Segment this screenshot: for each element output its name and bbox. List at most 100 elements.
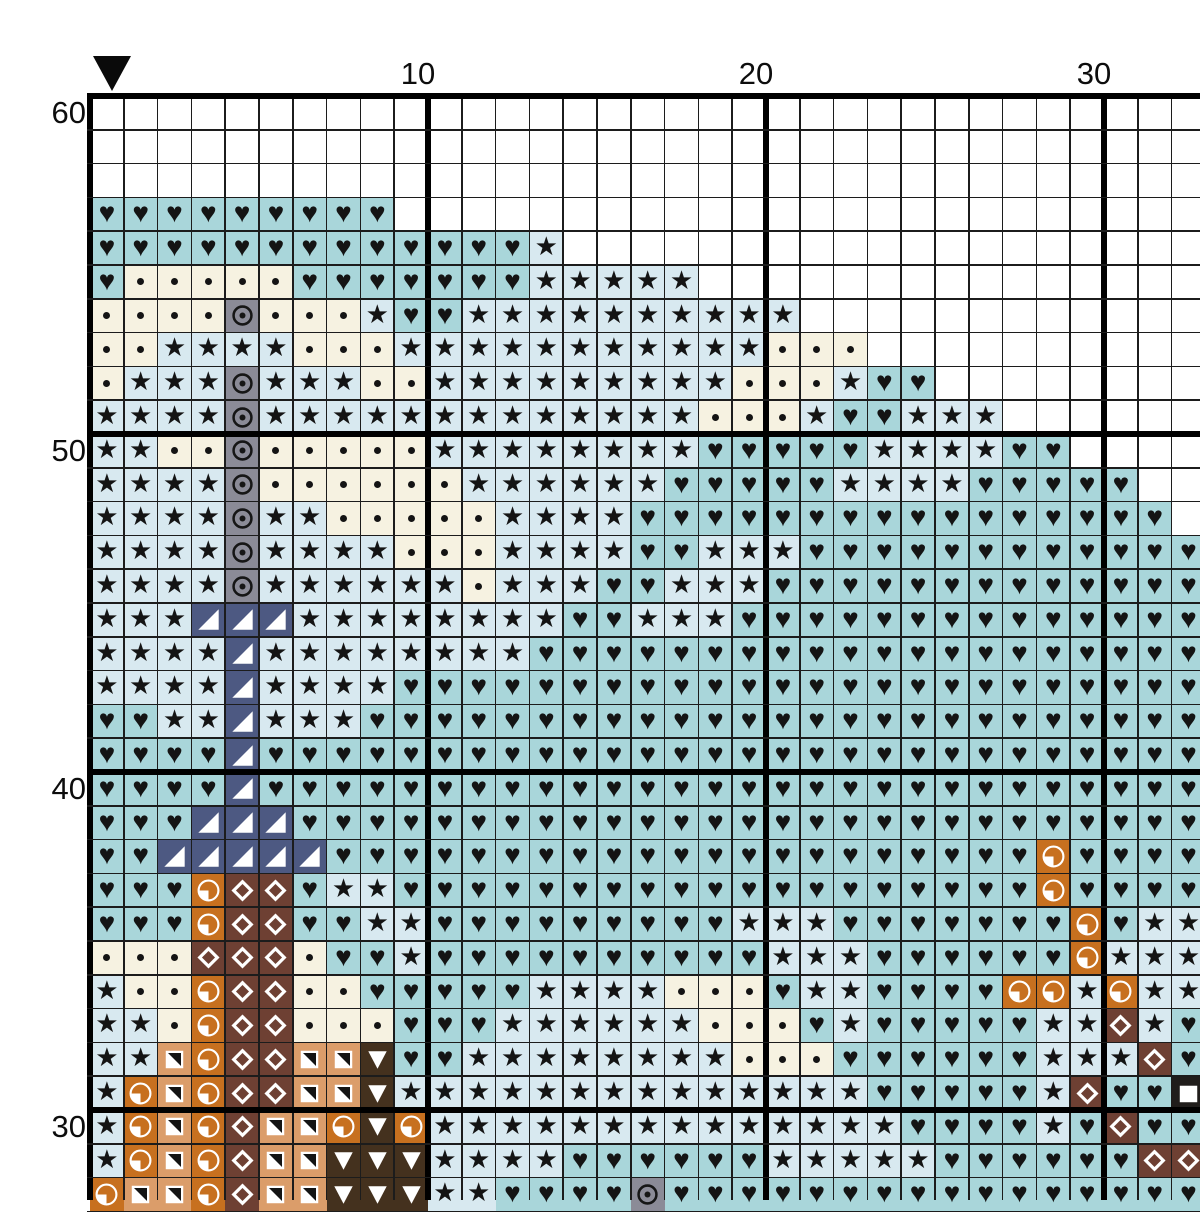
stitch-cell: ♥ — [833, 603, 868, 637]
stitch-cell: ★ — [732, 569, 766, 603]
stitch-cell: ♥ — [1002, 1042, 1037, 1077]
stitch-cell: ♥ — [1104, 805, 1138, 840]
stitch-cell — [428, 467, 462, 502]
stitch-cell: ★ — [563, 332, 597, 367]
stitch-cell: ★ — [259, 670, 293, 705]
stitch-cell: ♥ — [123, 738, 158, 772]
stitch-cell — [597, 96, 631, 130]
stitch-cell: ♥ — [1036, 535, 1071, 570]
center-marker-icon — [92, 55, 132, 92]
stitch-cell — [191, 1143, 226, 1178]
major-grid-line-vertical — [1101, 93, 1107, 1200]
stitch-cell: ★ — [259, 636, 293, 671]
stitch-cell — [1002, 163, 1037, 198]
stitch-cell — [732, 129, 766, 164]
stitch-cell — [360, 1177, 395, 1212]
stitch-cell: ♥ — [461, 941, 496, 975]
stitch-cell: ♥ — [901, 1110, 935, 1144]
stitch-cell — [968, 129, 1003, 164]
stitch-cell: ★ — [428, 400, 462, 434]
stitch-cell: ♥ — [867, 738, 902, 772]
stitch-cell: ★ — [461, 467, 496, 502]
stitch-cell: ★ — [529, 569, 564, 603]
stitch-cell — [1002, 332, 1037, 367]
stitch-cell: ★ — [259, 366, 293, 401]
stitch-cell: ★ — [360, 298, 395, 333]
stitch-cell — [191, 1008, 226, 1043]
stitch-cell: ♥ — [867, 535, 902, 570]
stitch-cell — [1137, 434, 1172, 468]
stitch-cell — [360, 163, 395, 198]
stitch-cell: ♥ — [1171, 805, 1200, 840]
stitch-cell: ♥ — [935, 704, 969, 739]
stitch-cell — [225, 535, 259, 570]
stitch-cell: ♥ — [766, 501, 800, 536]
stitch-cell: ★ — [833, 941, 868, 975]
grid-line-vertical — [291, 93, 294, 1200]
grid-line-horizontal — [87, 128, 1200, 131]
stitch-cell — [495, 129, 530, 164]
stitch-cell: ♥ — [732, 839, 766, 874]
stitch-cell — [428, 163, 462, 198]
stitch-cell: ♥ — [1002, 941, 1037, 975]
stitch-cell: ♥ — [1104, 738, 1138, 772]
stitch-cell: ★ — [1137, 907, 1172, 941]
stitch-cell — [766, 400, 800, 434]
stitch-cell — [360, 366, 395, 401]
stitch-cell — [1171, 96, 1200, 130]
stitch-cell: ♥ — [123, 907, 158, 941]
stitch-cell: ★ — [495, 434, 530, 468]
grid-line-horizontal — [87, 1041, 1200, 1044]
stitch-cell: ♥ — [1070, 636, 1104, 671]
stitch-cell — [259, 873, 293, 908]
major-grid-line-horizontal — [87, 769, 1200, 775]
stitch-cell: ♥ — [867, 907, 902, 941]
stitch-cell: ♥ — [766, 670, 800, 705]
stitch-cell — [529, 96, 564, 130]
stitch-cell: ♥ — [529, 873, 564, 908]
stitch-cell: ★ — [292, 603, 327, 637]
stitch-cell: ♥ — [935, 1110, 969, 1144]
stitch-cell — [225, 805, 259, 840]
stitch-cell: ♥ — [935, 501, 969, 536]
stitch-cell — [1171, 1076, 1200, 1110]
grid-line-vertical — [866, 93, 869, 1200]
stitch-cell: ♥ — [292, 907, 327, 941]
stitch-cell: ★ — [529, 603, 564, 637]
stitch-cell: ♥ — [360, 805, 395, 840]
stitch-cell — [630, 231, 665, 265]
column-number-label: 30 — [1076, 56, 1112, 91]
stitch-cell: ★ — [529, 467, 564, 502]
stitch-cell: ♥ — [360, 941, 395, 975]
stitch-cell — [1002, 197, 1037, 232]
stitch-cell — [1036, 974, 1071, 1009]
stitch-cell: ♥ — [664, 873, 699, 908]
stitch-cell: ♥ — [698, 839, 733, 874]
stitch-cell: ♥ — [428, 772, 462, 806]
stitch-cell: ♥ — [968, 569, 1003, 603]
major-grid-line-horizontal — [87, 431, 1200, 437]
stitch-cell — [935, 163, 969, 198]
stitch-cell — [326, 1143, 361, 1178]
major-grid-line-horizontal — [87, 93, 1200, 99]
stitch-cell: ♥ — [630, 907, 665, 941]
stitch-cell: ★ — [1137, 974, 1172, 1009]
stitch-cell — [225, 298, 259, 333]
stitch-cell: ★ — [428, 1143, 462, 1178]
stitch-cell: ♥ — [1002, 839, 1037, 874]
stitch-cell — [225, 873, 259, 908]
stitch-cell — [867, 163, 902, 198]
stitch-cell: ★ — [935, 400, 969, 434]
stitch-cell — [326, 467, 361, 502]
stitch-cell: ♥ — [732, 738, 766, 772]
stitch-cell: ★ — [157, 670, 192, 705]
stitch-cell: ★ — [1036, 1042, 1071, 1077]
stitch-cell — [90, 298, 124, 333]
stitch-cell: ★ — [529, 298, 564, 333]
stitch-cell — [799, 265, 834, 299]
stitch-cell — [732, 400, 766, 434]
stitch-cell: ★ — [563, 1042, 597, 1077]
stitch-cell — [191, 1042, 226, 1077]
stitch-cell: ★ — [630, 1008, 665, 1043]
stitch-cell: ♥ — [968, 974, 1003, 1009]
